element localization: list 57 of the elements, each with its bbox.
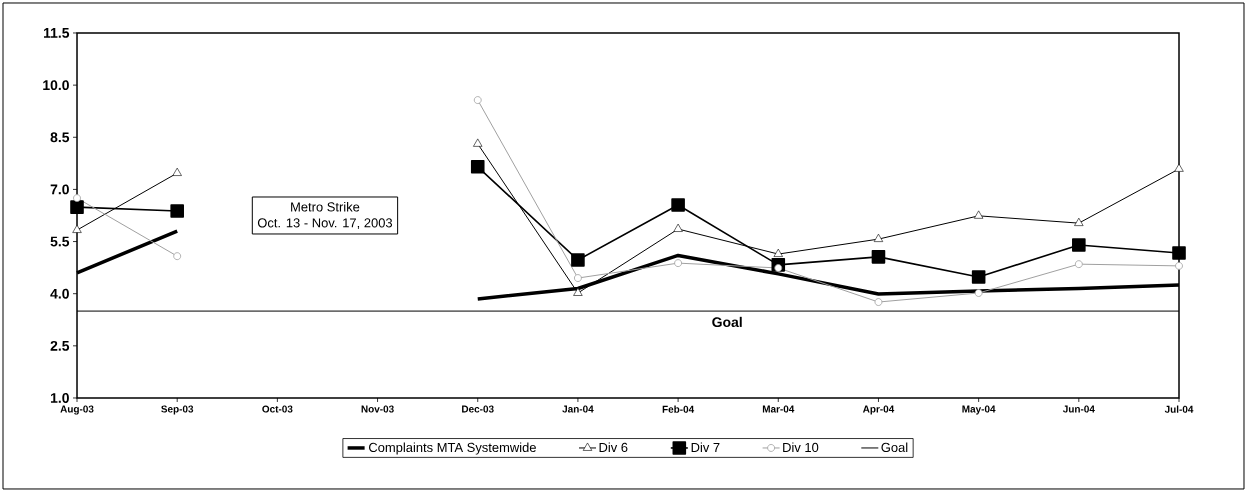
x-tick-label: Oct-03: [262, 405, 293, 413]
legend-label: Complaints MTA Systemwide: [369, 442, 536, 455]
point: [470, 160, 485, 174]
x-tick-label: Dec-03: [462, 405, 494, 413]
point: [673, 223, 683, 232]
y-tick-label: 10.0: [43, 80, 69, 91]
point: [473, 138, 483, 147]
point: [774, 264, 783, 272]
point: [871, 250, 886, 264]
point: [473, 96, 482, 104]
point: [70, 200, 84, 214]
point: [1174, 163, 1184, 172]
y-tick-label: 8.5: [50, 132, 70, 143]
x-tick-label: Jun-04: [1062, 405, 1095, 413]
y-tick-label: 11.5: [43, 28, 70, 38]
point: [574, 274, 582, 282]
point: [1074, 217, 1084, 226]
point: [170, 204, 184, 218]
point: [571, 253, 585, 267]
annotation: Oct. 13 - Nov. 17, 2003: [257, 218, 393, 229]
x-tick-label: Jul-04: [1164, 405, 1194, 413]
y-tick-label: 4.0: [50, 288, 69, 299]
point: [674, 259, 682, 268]
point: [1072, 238, 1086, 252]
point: [1172, 246, 1186, 260]
legend-label: Div 10: [783, 442, 819, 453]
x-tick-label: Nov-03: [361, 405, 394, 413]
y-tick-label: 5.5: [50, 236, 70, 247]
legend-label: Div 7: [691, 442, 720, 452]
legend-label: Goal: [881, 442, 908, 453]
point: [974, 289, 983, 297]
x-tick-label: Feb-04: [662, 405, 695, 413]
y-tick-label: 7.0: [50, 184, 69, 195]
point: [173, 252, 182, 261]
x-tick-label: Mar-04: [762, 405, 795, 413]
point: [873, 233, 884, 242]
x-tick-label: May-04: [962, 405, 996, 415]
point: [773, 248, 783, 257]
x-tick-label: Apr-04: [862, 405, 895, 415]
y-tick-label: 1.0: [50, 393, 69, 403]
point: [73, 194, 81, 202]
point: [573, 287, 583, 296]
point: [874, 298, 883, 306]
point: [1074, 260, 1083, 269]
x-tick-label: Aug-03: [60, 405, 94, 415]
point: [1175, 261, 1183, 270]
point: [974, 210, 984, 219]
point: [72, 224, 82, 233]
legend-label: Div 6: [599, 442, 628, 453]
annotation: Metro Strike: [291, 201, 360, 212]
point: [172, 167, 182, 176]
point: [671, 198, 685, 212]
annotation: Goal: [712, 316, 742, 328]
point: [971, 270, 986, 284]
y-tick-label: 2.5: [50, 340, 70, 351]
x-tick-label: Sep-03: [161, 405, 194, 415]
x-tick-label: Jan-04: [562, 405, 594, 413]
